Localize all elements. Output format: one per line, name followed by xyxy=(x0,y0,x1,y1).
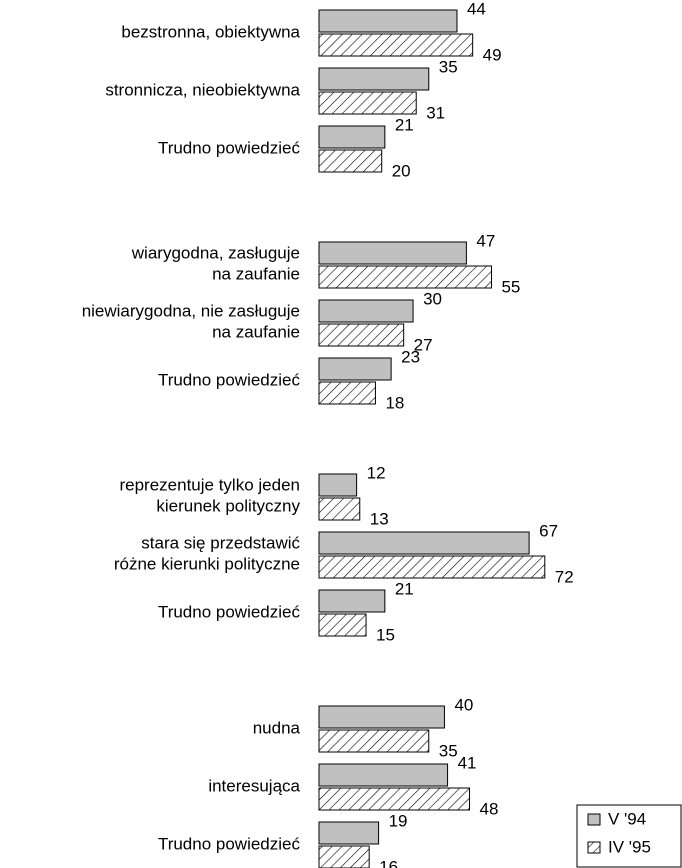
bar xyxy=(318,357,392,381)
category-label: Trudno powiedzieć xyxy=(158,602,301,621)
legend-label: V '94 xyxy=(608,809,646,828)
bar xyxy=(318,125,386,149)
bar xyxy=(318,613,367,637)
bar xyxy=(318,787,471,811)
bar xyxy=(318,729,430,753)
bar xyxy=(318,473,358,497)
value-label: 12 xyxy=(367,463,386,482)
bar xyxy=(318,299,414,323)
category-label: wiarygodna, zasługuje na zaufanie xyxy=(131,244,300,284)
value-label: 27 xyxy=(414,335,433,354)
value-label: 30 xyxy=(423,289,442,308)
category-label: stara się przedstawić różne kierunki poli… xyxy=(114,534,301,574)
value-label: 18 xyxy=(385,393,404,412)
value-label: 13 xyxy=(370,509,389,528)
bar xyxy=(318,265,492,289)
value-label: 19 xyxy=(389,811,408,830)
bar xyxy=(318,497,361,521)
bar xyxy=(318,763,449,787)
value-label: 41 xyxy=(458,753,477,772)
value-label: 21 xyxy=(395,579,414,598)
category-label: niewiarygodna, nie zasługuje na zaufanie xyxy=(82,302,300,342)
category-label: nudna xyxy=(253,718,301,737)
value-label: 49 xyxy=(483,45,502,64)
bar xyxy=(318,555,546,579)
bar xyxy=(318,705,445,729)
value-label: 35 xyxy=(439,741,458,760)
bar xyxy=(318,323,405,347)
bar xyxy=(318,821,380,845)
value-label: 47 xyxy=(476,231,495,250)
value-label: 48 xyxy=(480,799,499,818)
bar xyxy=(318,67,430,91)
value-label: 31 xyxy=(426,103,445,122)
bar xyxy=(318,531,530,555)
category-label: Trudno powiedzieć xyxy=(158,370,301,389)
bar xyxy=(318,845,370,868)
bar xyxy=(318,589,386,613)
category-label: interesująca xyxy=(208,776,300,795)
category-label: Trudno powiedzieć xyxy=(158,834,301,853)
value-label: 40 xyxy=(454,695,473,714)
value-label: 16 xyxy=(379,857,398,868)
category-label: bezstronna, obiektywna xyxy=(121,22,300,41)
category-label: Trudno powiedzieć xyxy=(158,138,301,157)
category-label: reprezentuje tylko jeden kierunek polityc… xyxy=(119,476,300,516)
category-label: stronnicza, nieobiektywna xyxy=(105,80,300,99)
bar xyxy=(318,381,376,405)
value-label: 23 xyxy=(401,347,420,366)
bar xyxy=(318,33,474,57)
bar xyxy=(318,149,383,173)
legend-swatch xyxy=(587,841,601,854)
legend-swatch xyxy=(587,813,601,826)
value-label: 21 xyxy=(395,115,414,134)
value-label: 20 xyxy=(392,161,411,180)
value-label: 55 xyxy=(501,277,520,296)
bar xyxy=(318,9,458,33)
value-label: 15 xyxy=(376,625,395,644)
value-label: 44 xyxy=(467,0,486,18)
value-label: 67 xyxy=(539,521,558,540)
bar xyxy=(318,241,467,265)
value-label: 35 xyxy=(439,57,458,76)
legend-label: IV '95 xyxy=(608,837,651,856)
bar xyxy=(318,91,417,115)
value-label: 72 xyxy=(555,567,574,586)
